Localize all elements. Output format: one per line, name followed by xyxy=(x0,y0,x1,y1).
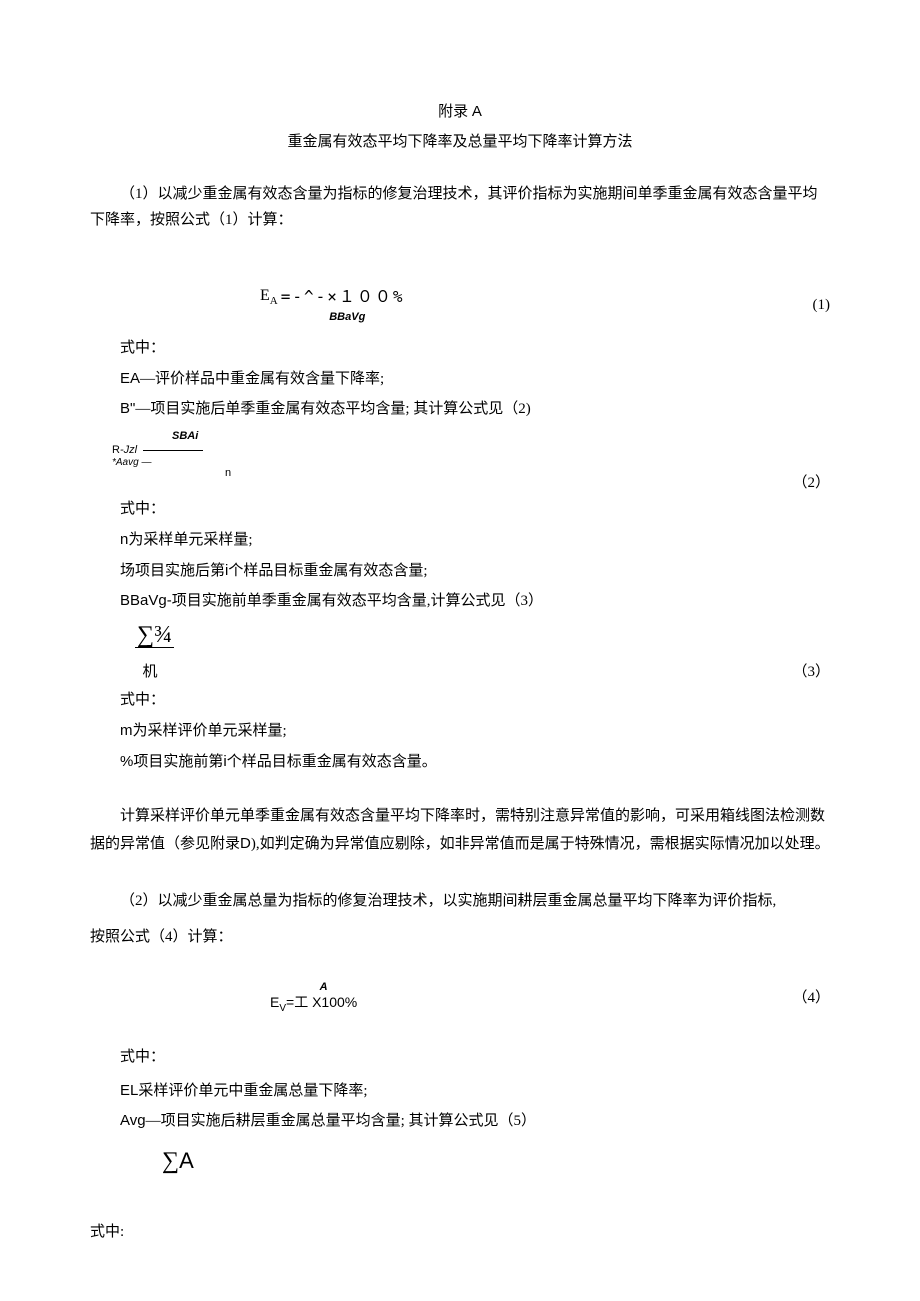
appendix-title: 附录 A xyxy=(90,100,830,124)
paragraph-2a: （2）以减少重金属总量为指标的修复治理技术，以实施期间耕层重金属总量平均下降率为… xyxy=(90,886,830,918)
eq3-number: （3） xyxy=(770,660,830,684)
eq4-main: EV=工 X100% xyxy=(270,994,357,1015)
eq2-number: （2） xyxy=(770,471,830,495)
eq1-symbol: EA xyxy=(260,283,278,311)
where-label-1: 式中： xyxy=(90,336,830,360)
eq1-sub-below: BBaVg xyxy=(329,309,365,327)
where-label-4: 式中： xyxy=(90,1043,830,1072)
eq2-rjz: R-Jzl xyxy=(112,444,137,457)
subtitle: 重金属有效态平均下降率及总量平均下降率计算方法 xyxy=(90,130,830,154)
equation-2: SBAi R-Jzl *Aavg — xyxy=(112,430,830,468)
equation-5-sigma: ∑A xyxy=(162,1142,830,1180)
eq2-row2: n （2） xyxy=(90,471,830,495)
eq2-n: n xyxy=(225,465,231,483)
eq4-top: A xyxy=(320,981,328,994)
def4-line2: Avg—项目实施后耕层重金属总量平均含量; 其计算公式见（5） xyxy=(90,1106,830,1136)
equation-4: A EV=工 X100% xyxy=(270,981,357,1015)
eq2-bottom: *Aavg — xyxy=(112,457,830,469)
equation-3-top: ∑¾ xyxy=(135,623,830,650)
def1-line1: EA—评价样品中重金属有效含量下降率; xyxy=(90,364,830,394)
equation-1-row: EA =-^-×１００% BBaVg (1) xyxy=(90,283,830,326)
where-label-2: 式中： xyxy=(90,495,830,524)
eq2-top: SBAi xyxy=(172,430,830,443)
def1-line2: B"—项目实施后单季重金属有效态平均含量; 其计算公式见（2) xyxy=(90,394,830,424)
eq4-number: （4） xyxy=(770,986,830,1010)
eq3-bottom: 机 xyxy=(143,660,158,684)
def2-line1: n为采样单元采样量; xyxy=(90,527,830,554)
def3-line2: %项目实施前第i个样品目标重金属有效态含量。 xyxy=(90,749,830,776)
note-paragraph: 计算采样评价单元单季重金属有效态含量平均下降率时，需特别注意异常值的影响，可采用… xyxy=(90,803,830,858)
def4-line1: EL采样评价单元中重金属总量下降率; xyxy=(90,1076,830,1106)
eq3-sigma: ∑¾ xyxy=(135,623,174,648)
equation-4-row: A EV=工 X100% （4） xyxy=(90,981,830,1015)
paragraph-2b: 按照公式（4）计算： xyxy=(90,922,830,954)
eq1-number: (1) xyxy=(770,293,830,317)
appendix-label-suf: A xyxy=(472,103,482,120)
eq2-fraction-line xyxy=(143,450,203,451)
def2-line2: 场项目实施后第i个样品目标重金属有效态含量; xyxy=(90,558,830,585)
where-label-5: 式中: xyxy=(90,1218,830,1247)
appendix-label-pre: 附录 xyxy=(438,104,468,120)
def3-line1: m为采样评价单元采样量; xyxy=(90,718,830,745)
where-label-3: 式中： xyxy=(90,686,830,715)
def2-line3: BBaVg-项目实施前单季重金属有效态平均含量,计算公式见（3） xyxy=(90,588,830,615)
equation-1: EA =-^-×１００% BBaVg xyxy=(260,283,405,326)
eq1-body: =-^-×１００% xyxy=(281,284,405,310)
paragraph-1: （1）以减少重金属有效态含量为指标的修复治理技术，其评价指标为实施期间单季重金属… xyxy=(90,182,830,233)
